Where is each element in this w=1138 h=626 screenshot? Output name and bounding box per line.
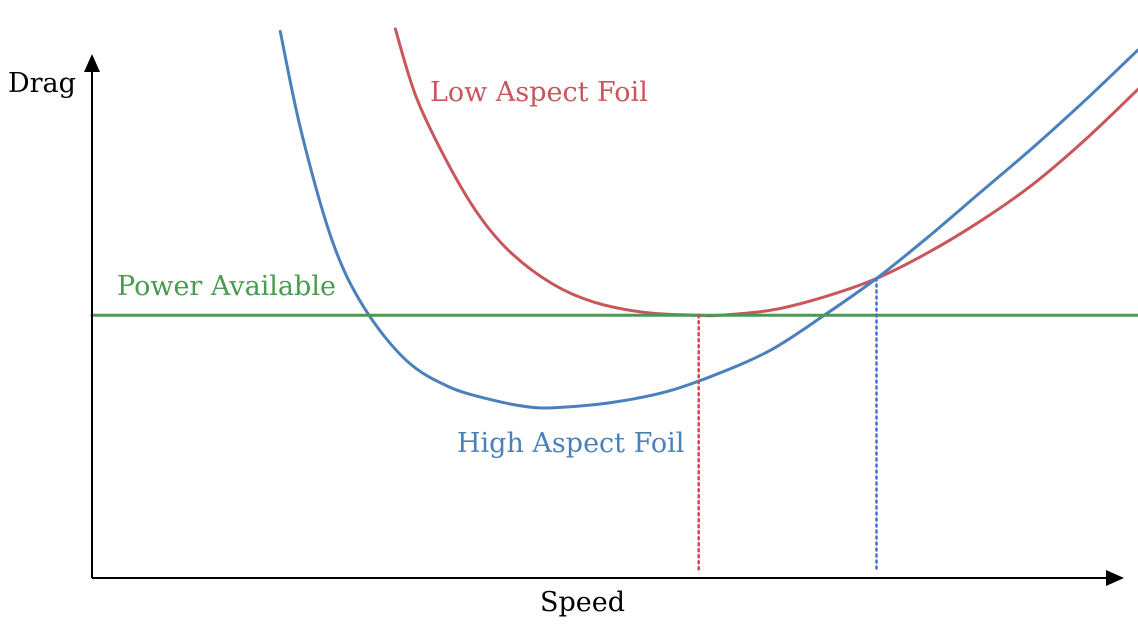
high-aspect-label: High Aspect Foil	[457, 428, 684, 459]
labels: Drag Speed Low Aspect Foil High Aspect F…	[8, 68, 684, 618]
power-available-label: Power Available	[117, 271, 336, 302]
x-axis-arrow	[1106, 570, 1124, 586]
y-axis-label: Drag	[8, 68, 76, 99]
reference-lines	[697, 277, 878, 574]
series-line-high-aspect-foil	[278, 30, 1138, 410]
curves	[90, 27, 1138, 410]
low-aspect-label: Low Aspect Foil	[430, 77, 648, 108]
y-axis-arrow	[84, 54, 100, 72]
series-line-low-aspect-foil	[393, 27, 1138, 318]
axes	[84, 54, 1124, 586]
x-axis-label: Speed	[540, 587, 625, 618]
